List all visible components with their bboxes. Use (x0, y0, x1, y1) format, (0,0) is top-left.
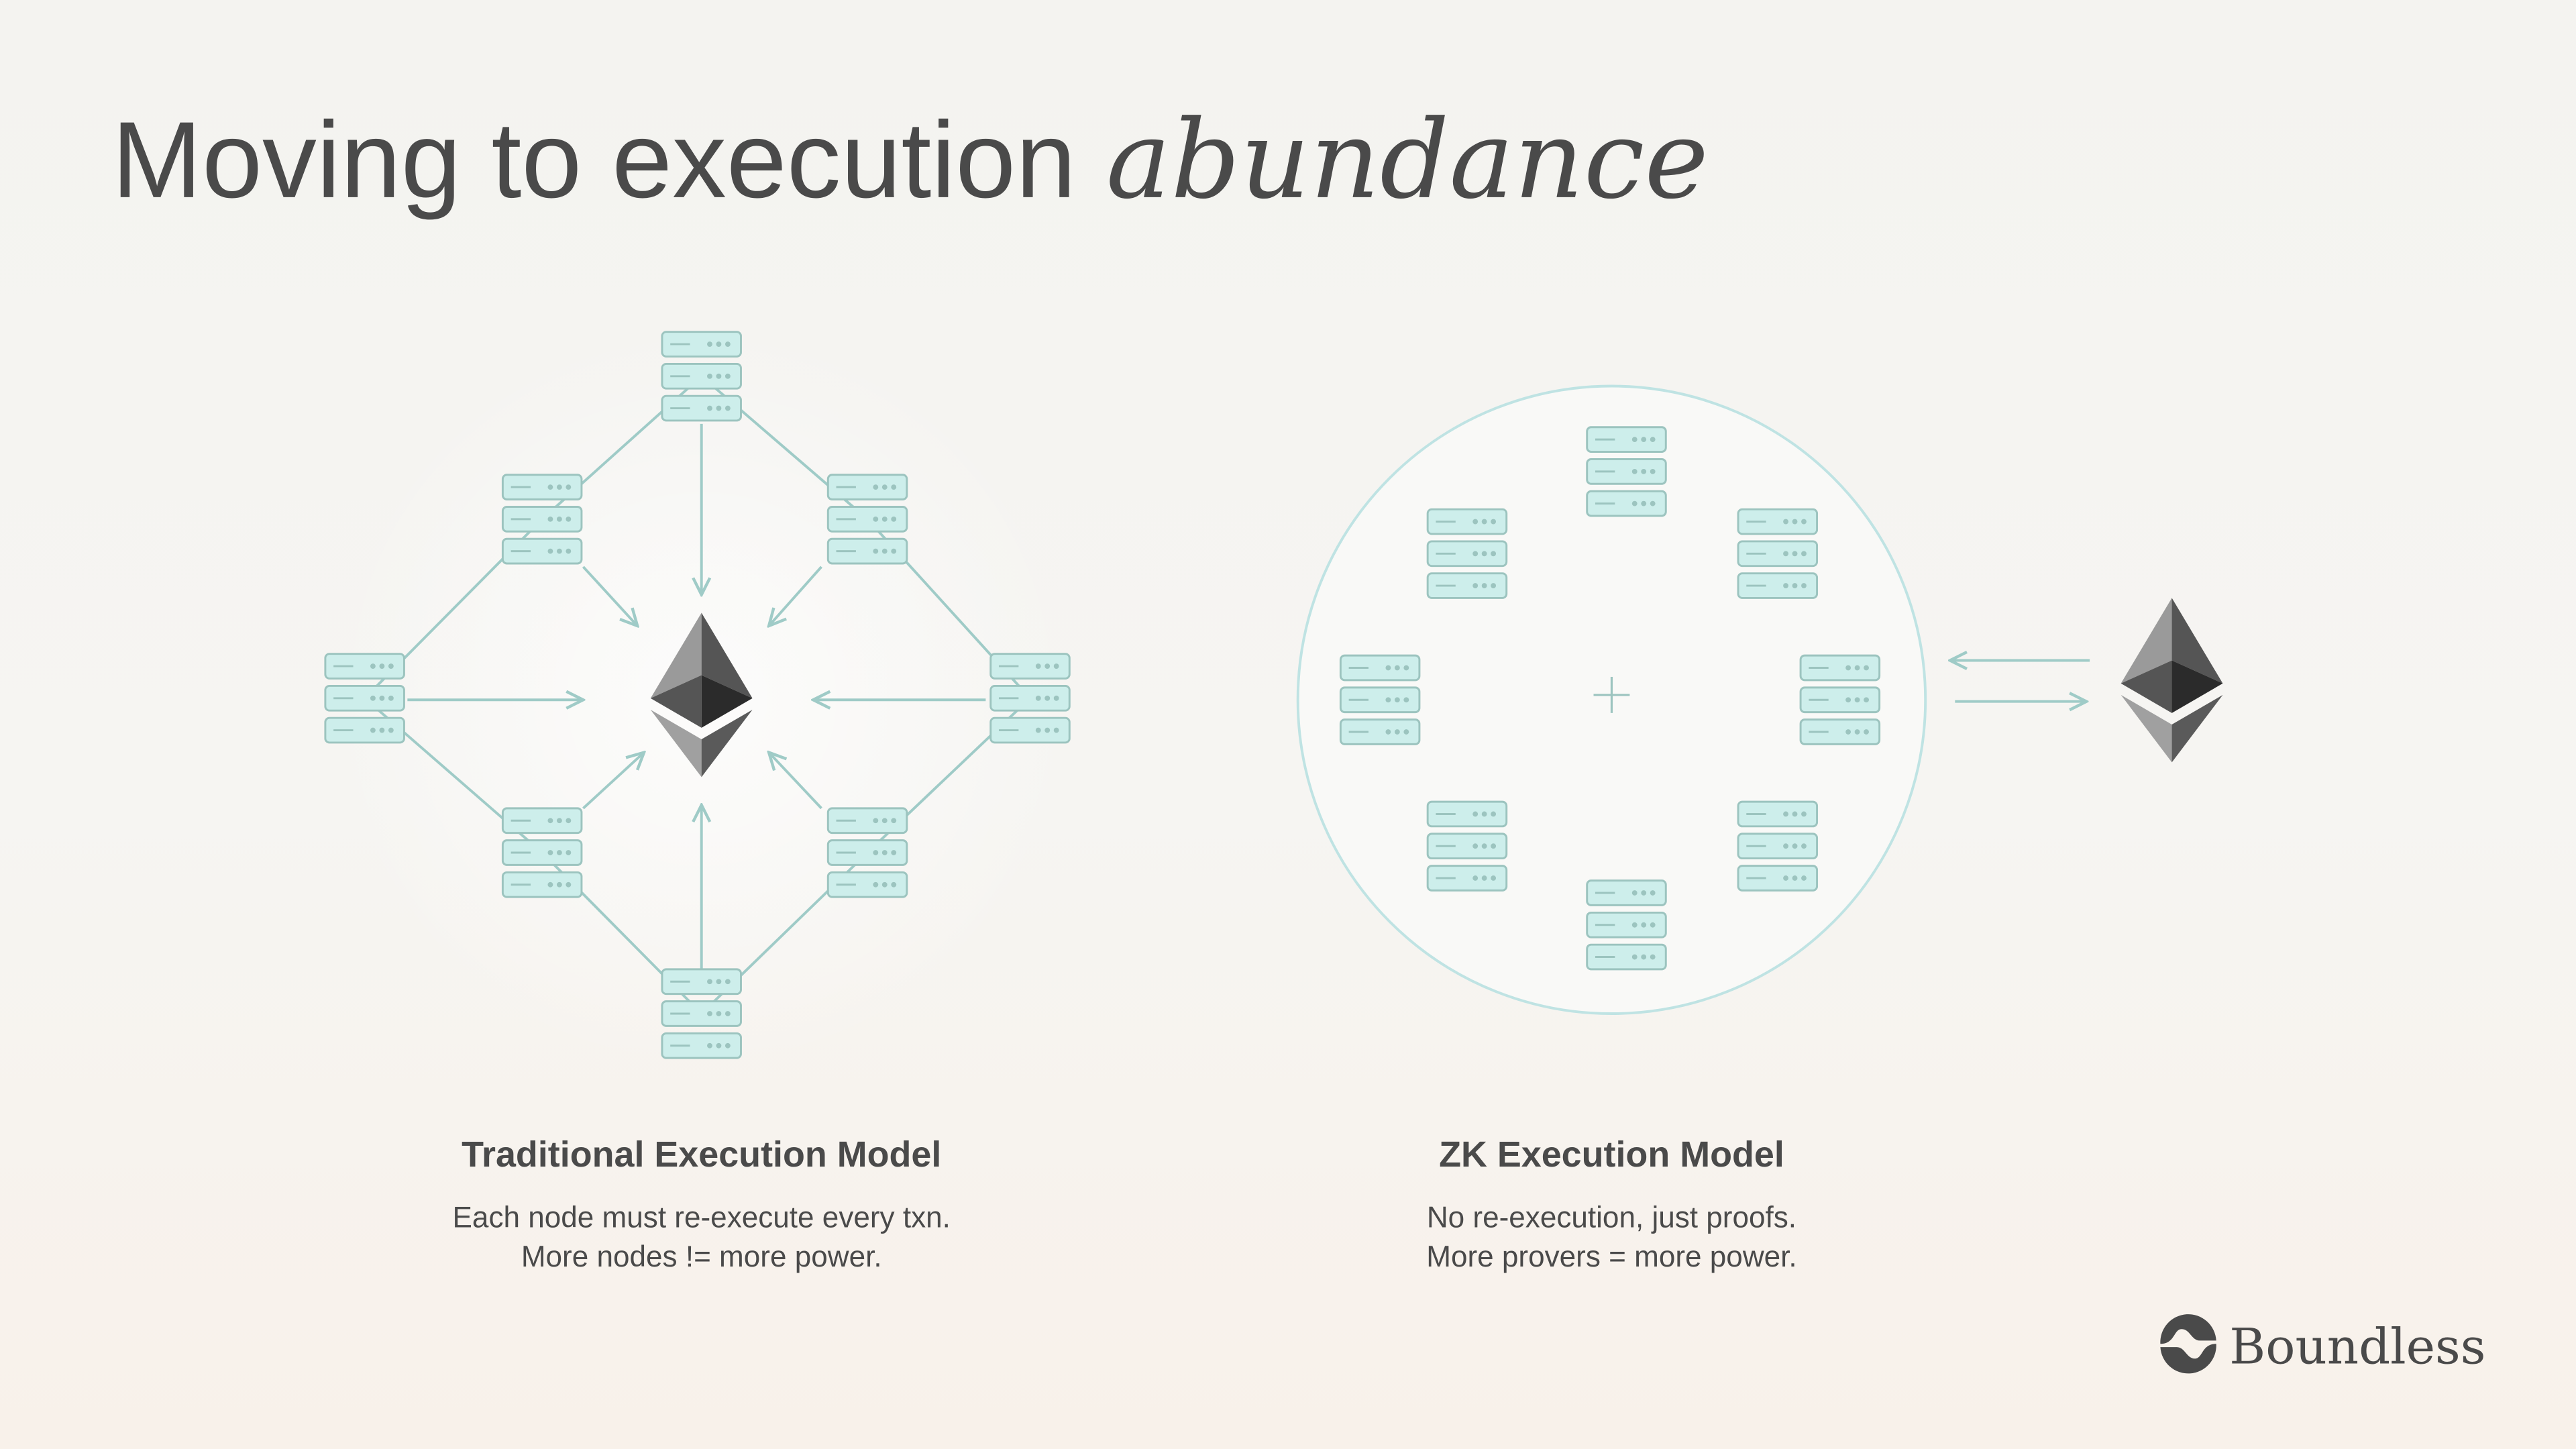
server-stack-icon (989, 653, 1071, 744)
boundless-logo: Boundless (2160, 1314, 2485, 1376)
traditional-line-1: Each node must re-execute every txn. (453, 1201, 951, 1234)
server-stack-icon (1426, 508, 1508, 599)
boundless-logo-text: Boundless (2229, 1319, 2485, 1376)
server-stack-icon (661, 331, 742, 422)
server-stack-icon (501, 474, 583, 565)
traditional-line-2: More nodes != more power. (521, 1240, 882, 1273)
zk-line-1: No re-execution, just proofs. (1427, 1201, 1796, 1234)
traditional-diagram (323, 320, 1079, 1077)
zk-line-2: More provers = more power. (1426, 1240, 1796, 1273)
server-stack-icon (1339, 654, 1421, 745)
server-stack-icon (1426, 800, 1508, 892)
server-stack-icon (1737, 800, 1819, 892)
plus-icon (1593, 676, 1630, 713)
zk-heading: ZK Execution Model (1439, 1134, 1784, 1175)
server-stack-icon (661, 968, 742, 1059)
server-stack-icon (826, 474, 908, 565)
server-stack-icon (1737, 508, 1819, 599)
traditional-heading: Traditional Execution Model (462, 1134, 941, 1175)
boundless-logo-icon (2160, 1314, 2216, 1374)
server-stack-icon (324, 653, 405, 744)
server-stack-icon (826, 807, 908, 898)
zk-diagram (1296, 384, 2223, 1015)
server-stack-icon (1586, 879, 1667, 971)
server-stack-icon (1586, 426, 1667, 517)
server-stack-icon (501, 807, 583, 898)
page-title: Moving to execution abundance (112, 97, 1709, 223)
execution-arrows (407, 423, 986, 969)
ethereum-icon (2121, 598, 2223, 763)
server-stack-icon (1799, 654, 1881, 745)
